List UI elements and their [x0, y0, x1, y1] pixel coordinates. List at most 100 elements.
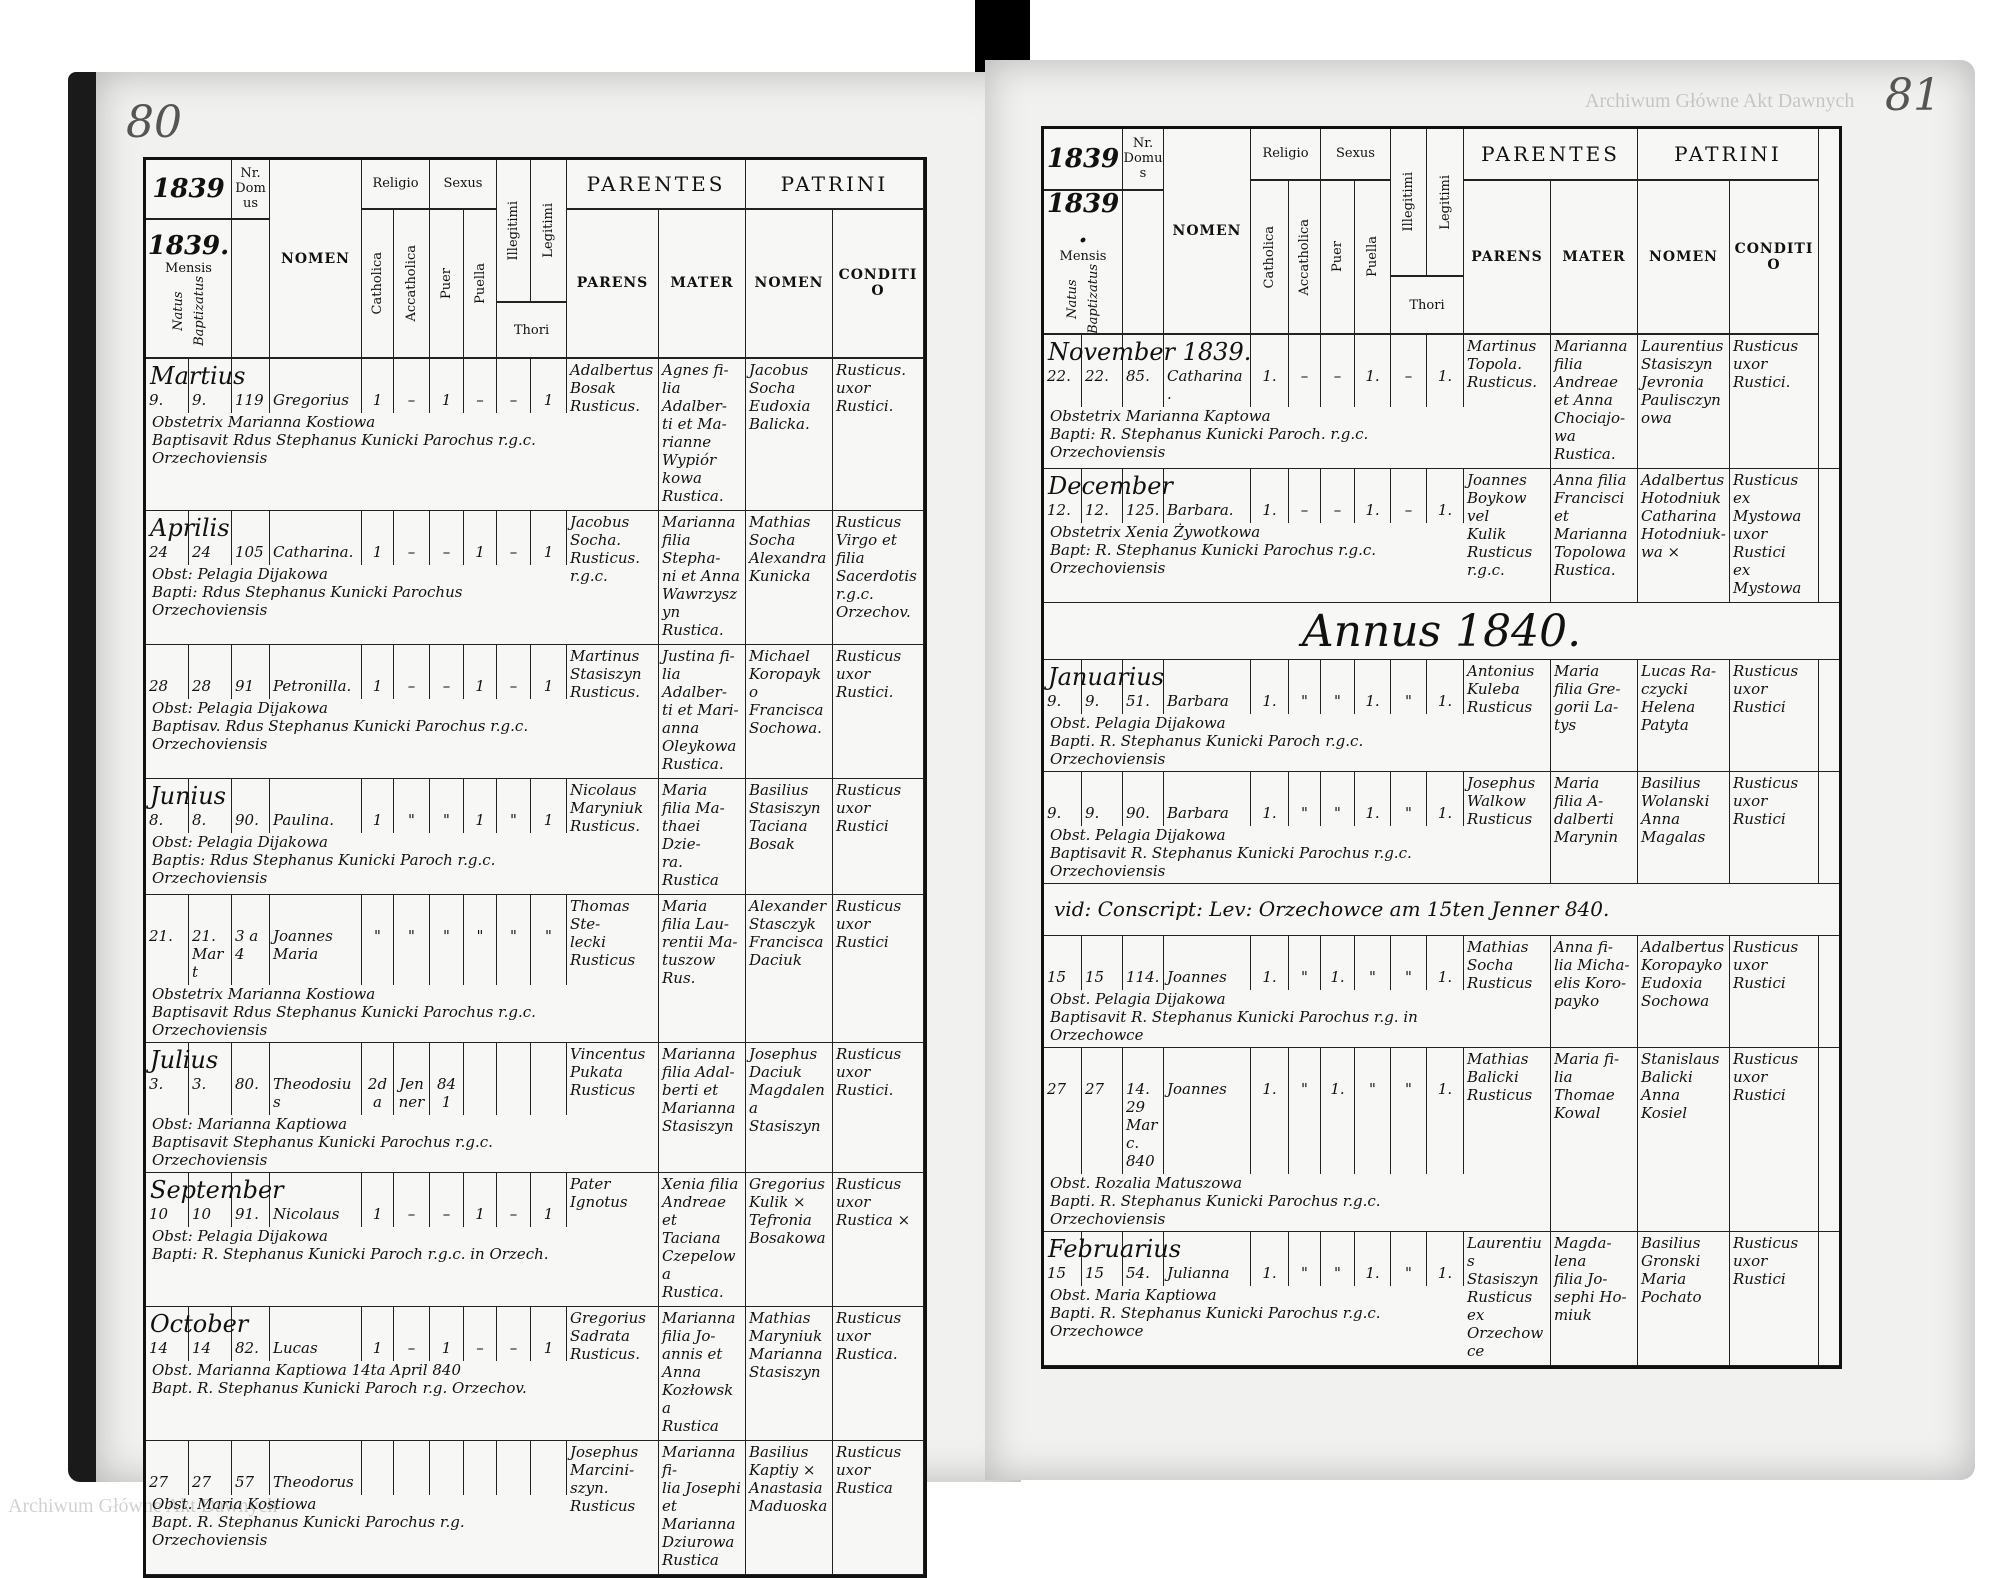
mark-cell	[497, 1441, 531, 1495]
sexus-header-label: Sexus	[1336, 146, 1375, 162]
baptism-day-cell: 10	[189, 1173, 232, 1227]
mark-cell: 1	[362, 359, 394, 413]
mark-cell: –	[1289, 469, 1321, 523]
birth-day-cell: 21.	[146, 895, 189, 985]
parens-header-label: PARENS	[1471, 248, 1543, 265]
child-name-cell: Lucas	[270, 1307, 362, 1361]
child-name-cell: Barbara	[1164, 772, 1251, 826]
birth-day-cell: 15	[1044, 936, 1082, 990]
godparents-cell: Mathias Maryniuk Marianna Stasiszyn	[746, 1307, 833, 1441]
mark-cell: 1	[430, 1307, 464, 1361]
mark-cell: –	[1321, 335, 1355, 407]
baptism-day-cell: 27	[189, 1441, 232, 1495]
mensis-label: Mensis	[165, 260, 212, 276]
mark-cell: –	[1321, 469, 1355, 523]
mark-cell	[430, 1441, 464, 1495]
catholica-header: Catholica	[1251, 180, 1289, 335]
mother-cell: Marianna filia Adal- berti et Marianna S…	[659, 1043, 746, 1173]
mark-cell: 1	[531, 1307, 567, 1361]
child-name-cell: Catharina.	[1164, 335, 1251, 407]
baptizer-note: Bapti. R. Stephanus Kunicki Parochus r.g…	[1050, 1304, 1381, 1340]
month-label: October	[150, 1310, 249, 1338]
father-cell: Martinus Topola. Rusticus.	[1464, 335, 1551, 469]
table-row: 27 27 14. 29 Marc. 840 Joannes 1. " 1. " " 1. Math…	[1044, 1048, 1839, 1232]
mark-cell	[464, 1441, 497, 1495]
mark-cell: –	[497, 511, 531, 565]
baptism-day-cell: 15	[1082, 1232, 1123, 1286]
puella-header: Puella	[1355, 180, 1391, 335]
birth-day-cell: 8.	[146, 779, 189, 833]
accatholica-header: Accatholica	[394, 209, 430, 359]
natus-label: Natus	[170, 291, 186, 331]
mark-cell: –	[394, 511, 430, 565]
father-cell: Martinus Stasiszyn Rusticus.	[567, 645, 659, 779]
house-number-cell: 91.	[232, 1173, 270, 1227]
mark-cell: "	[1391, 936, 1427, 990]
conscription-note: vid: Conscript: Lev: Orzechowce am 15ten…	[1044, 884, 1839, 936]
month-label: Januarius	[1048, 663, 1165, 691]
father-cell: Jacobus Socha. Rusticus. r.g.c.	[567, 511, 659, 645]
mother-cell: Agnes fi- lia Adalber- ti et Ma- rianne …	[659, 359, 746, 511]
catholica-header-label: Catholica	[1262, 225, 1277, 288]
mark-cell: 1	[362, 779, 394, 833]
baptizer-note: Bapt. R. Stephanus Kunicki Paroch r.g. O…	[152, 1379, 527, 1397]
page-number: 81	[1885, 70, 1941, 121]
condition-cell: Rusticus uxor Rustici.	[1730, 335, 1819, 469]
child-name-cell: Paulina.	[270, 779, 362, 833]
table-row: 9. 9. 90. Barbara 1. " " 1. " 1. Josephus Walkow R…	[1044, 772, 1839, 884]
puella-header-label: Puella	[1365, 236, 1380, 278]
house-number-header: Nr. Domus	[232, 160, 270, 220]
midwife-note: Obst. Pelagia Dijakowa	[1050, 714, 1226, 732]
mark-cell: –	[430, 511, 464, 565]
mother-cell: Maria fi- lia Thomae Kowal	[1551, 1048, 1638, 1232]
parentes-header-label: PARENTES	[1481, 141, 1620, 166]
house-number-cell: 105	[232, 511, 270, 565]
mark-cell: –	[497, 1307, 531, 1361]
house-number-cell: 14. 29 Marc. 840	[1123, 1048, 1164, 1174]
natus-baptizatus: Natus Baptizatus	[171, 276, 207, 346]
house-number-header-label: Nr. Domus	[235, 166, 266, 212]
religio-header: Religio	[362, 160, 430, 210]
mark-cell: "	[1391, 660, 1427, 714]
baptizer-note: Bapt. R. Stephanus Kunicki Parochus r.g.…	[152, 1513, 465, 1549]
mark-cell: 1	[531, 511, 567, 565]
baptism-day-cell: 8.	[189, 779, 232, 833]
month-label: Aprilis	[150, 514, 230, 542]
godparents-cell: Mathias Socha Alexandra Kunicka	[746, 511, 833, 645]
mark-cell: "	[1321, 660, 1355, 714]
father-cell: Adalbertus Bosak Rusticus.	[567, 359, 659, 511]
midwife-note: Obst: Pelagia Dijakowa	[152, 833, 328, 851]
house-number-header: Nr. Domus	[1123, 129, 1164, 191]
table-row: 9. 9. 119 Gregorius 1–1– –1 Adalbertus Bosak R…	[146, 359, 924, 511]
baptism-day-cell: 9.	[189, 359, 232, 413]
midwife-note: Obst. Maria Kostiowa	[152, 1495, 317, 1513]
table-row: 9. 9. 51. Barbara 1. " " 1. " 1. Antonius Kuleba R…	[1044, 660, 1839, 772]
conditio-header: CONDITIO	[1730, 180, 1819, 335]
page-number: 80	[126, 97, 182, 148]
condition-cell: Rusticus uxor Rustica.	[833, 1307, 924, 1441]
parentes-header-label: PARENTES	[586, 171, 726, 196]
table-row: 15 15 114. Joannes 1. " 1. " " 1. Mathias Socha Ru…	[1044, 936, 1839, 1048]
sexus-header: Sexus	[1321, 129, 1391, 181]
house-number-cell: 82.	[232, 1307, 270, 1361]
mark-cell: –	[1289, 335, 1321, 407]
watermark: Archiwum Główne Akt Dawnych	[1585, 90, 1855, 112]
baptism-day-cell: 28	[189, 645, 232, 699]
mark-cell: "	[531, 895, 567, 985]
mother-cell: Maria filia Ma- thaei Dzie- ra. Rustica	[659, 779, 746, 895]
parens-header-label: PARENS	[576, 275, 649, 292]
godparents-cell: Basilius Gronski Maria Pochato	[1638, 1232, 1730, 1366]
left-page: 80 1839 Nr. Domus 1839. Mensis Natus Baptizat…	[68, 72, 1021, 1578]
legitimi-header: Legitimi	[1427, 129, 1464, 278]
legitimi-header-label: Legitimi	[541, 203, 556, 258]
child-name-cell: Julianna	[1164, 1232, 1251, 1286]
mother-cell: Justina fi- lia Adalber- ti et Mari- ann…	[659, 645, 746, 779]
father-cell: Laurentius Stasiszyn Rusticus ex Orzecho…	[1464, 1232, 1551, 1366]
baptism-register-table: 1839 Nr. Domus 1839. Mensis Natus Baptizatus N…	[1041, 126, 1842, 1369]
mark-cell: –	[1391, 469, 1427, 523]
mark-cell: 1.	[1251, 936, 1289, 990]
patrini-nomen-header: NOMEN	[746, 209, 833, 359]
illegitimi-header: Illegitimi	[1391, 129, 1427, 278]
officiant-notes: Obstetrix Marianna Kaptowa Bapti: R. Step…	[1044, 407, 1464, 461]
year-handwritten: 1839.	[147, 230, 230, 261]
